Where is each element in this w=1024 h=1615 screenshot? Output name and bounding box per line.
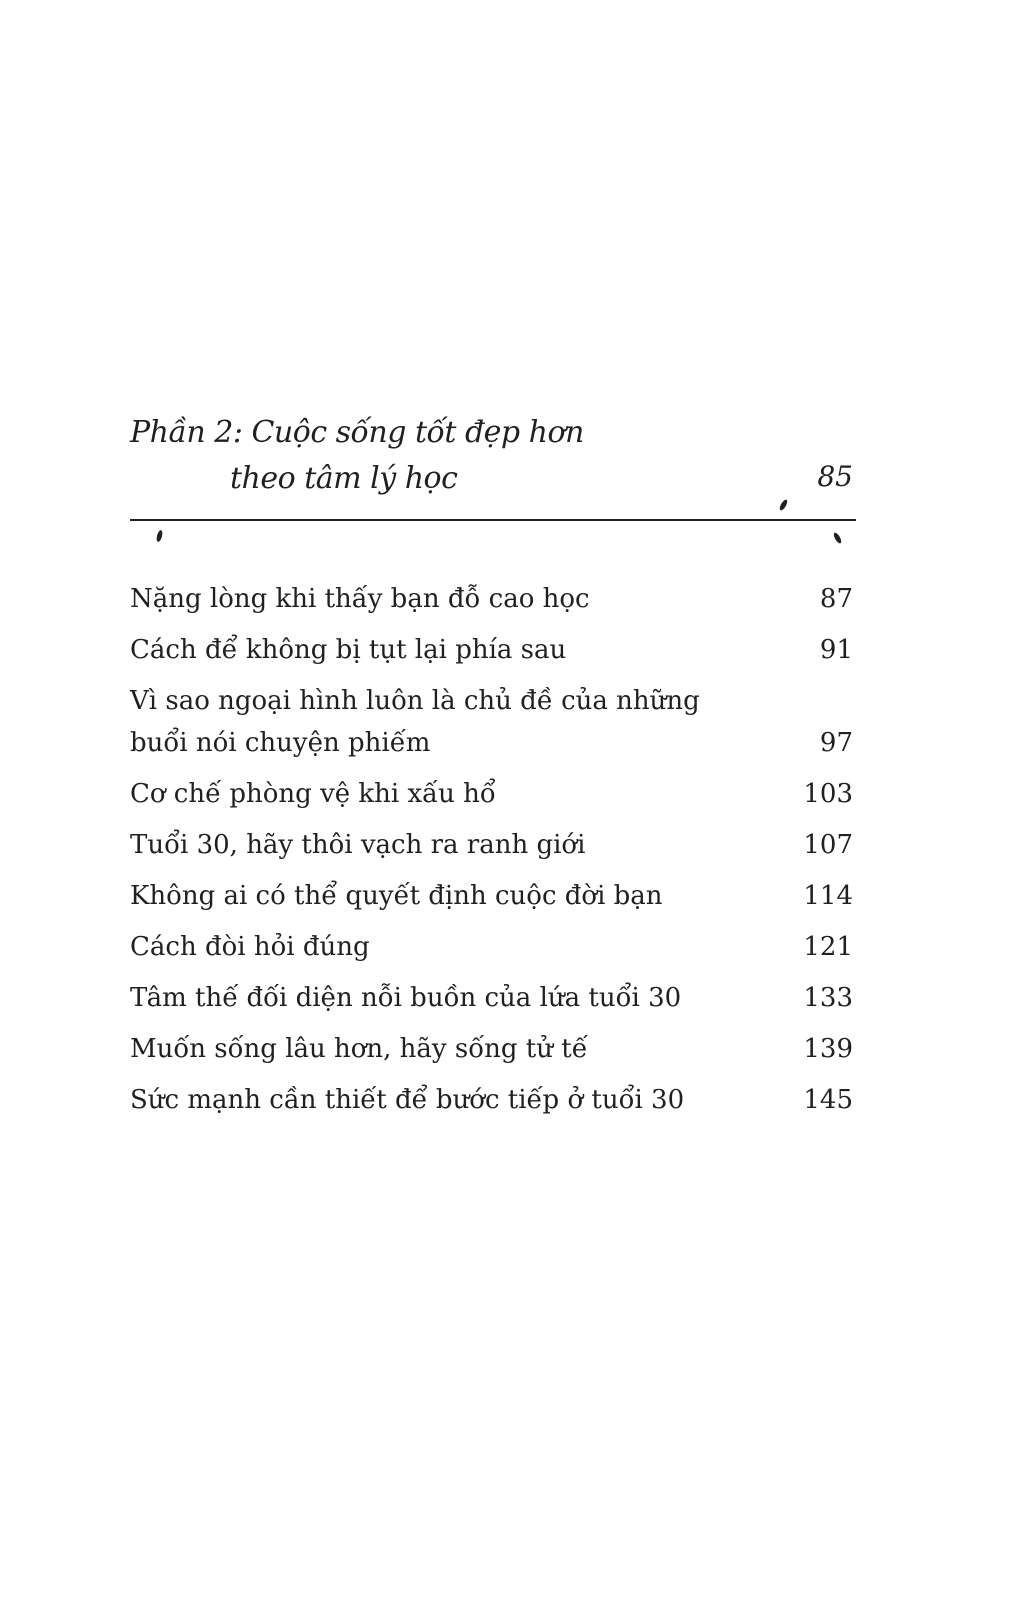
entry-title: Vì sao ngoại hình luôn là chủ đề của nhữ… [130, 686, 700, 758]
toc-entry[interactable]: Không ai có thể quyết định cuộc đời bạn 1… [130, 875, 853, 917]
entry-page: 107 [803, 830, 853, 860]
toc-list: Nặng lòng khi thấy bạn đỗ cao học 87 Cách… [130, 578, 853, 1130]
decorative-mark [155, 529, 164, 543]
entry-page: 139 [803, 1034, 853, 1064]
entry-page: 121 [803, 932, 853, 962]
divider [130, 519, 856, 521]
entry-title: Cơ chế phòng vệ khi xấu hổ [130, 779, 496, 809]
entry-page: 97 [819, 728, 853, 758]
entry-page: 133 [803, 983, 853, 1013]
toc-entry[interactable]: Tuổi 30, hãy thôi vạch ra ranh giới 107 [130, 824, 853, 866]
entry-title: Sức mạnh cần thiết để bước tiếp ở tuổi 3… [130, 1085, 685, 1115]
entry-title: Nặng lòng khi thấy bạn đỗ cao học [130, 584, 590, 614]
toc-entry[interactable]: Sức mạnh cần thiết để bước tiếp ở tuổi 3… [130, 1079, 853, 1121]
toc-entry[interactable]: Muốn sống lâu hơn, hãy sống tử tế 139 [130, 1028, 853, 1070]
entry-page: 91 [819, 635, 853, 665]
entry-page: 145 [803, 1085, 853, 1115]
decorative-mark [832, 531, 843, 545]
entry-title: Tuổi 30, hãy thôi vạch ra ranh giới [130, 830, 586, 860]
entry-page: 103 [803, 779, 853, 809]
section-heading: Phần 2: Cuộc sống tốt đẹp hơn theo tâm l… [130, 410, 584, 502]
entry-title: Cách đòi hỏi đúng [130, 932, 370, 962]
toc-entry[interactable]: Vì sao ngoại hình luôn là chủ đề của nhữ… [130, 680, 853, 764]
decorative-mark [778, 498, 789, 512]
section-title-line2: theo tâm lý học [230, 461, 458, 496]
entry-title: Cách để không bị tụt lại phía sau [130, 635, 567, 665]
entry-page: 114 [803, 881, 853, 911]
toc-entry[interactable]: Nặng lòng khi thấy bạn đỗ cao học 87 [130, 578, 853, 620]
toc-entry[interactable]: Cơ chế phòng vệ khi xấu hổ 103 [130, 773, 853, 815]
entry-page: 87 [819, 584, 853, 614]
entry-title: Không ai có thể quyết định cuộc đời bạn [130, 881, 663, 911]
entry-title: Tâm thế đối diện nỗi buồn của lứa tuổi 3… [130, 983, 682, 1013]
toc-entry[interactable]: Cách đòi hỏi đúng 121 [130, 926, 853, 968]
section-title-line1: Phần 2: Cuộc sống tốt đẹp hơn [130, 415, 584, 450]
entry-title: Muốn sống lâu hơn, hãy sống tử tế [130, 1034, 588, 1064]
toc-entry[interactable]: Tâm thế đối diện nỗi buồn của lứa tuổi 3… [130, 977, 853, 1019]
section-page-number: 85 [817, 460, 853, 493]
toc-entry[interactable]: Cách để không bị tụt lại phía sau 91 [130, 629, 853, 671]
